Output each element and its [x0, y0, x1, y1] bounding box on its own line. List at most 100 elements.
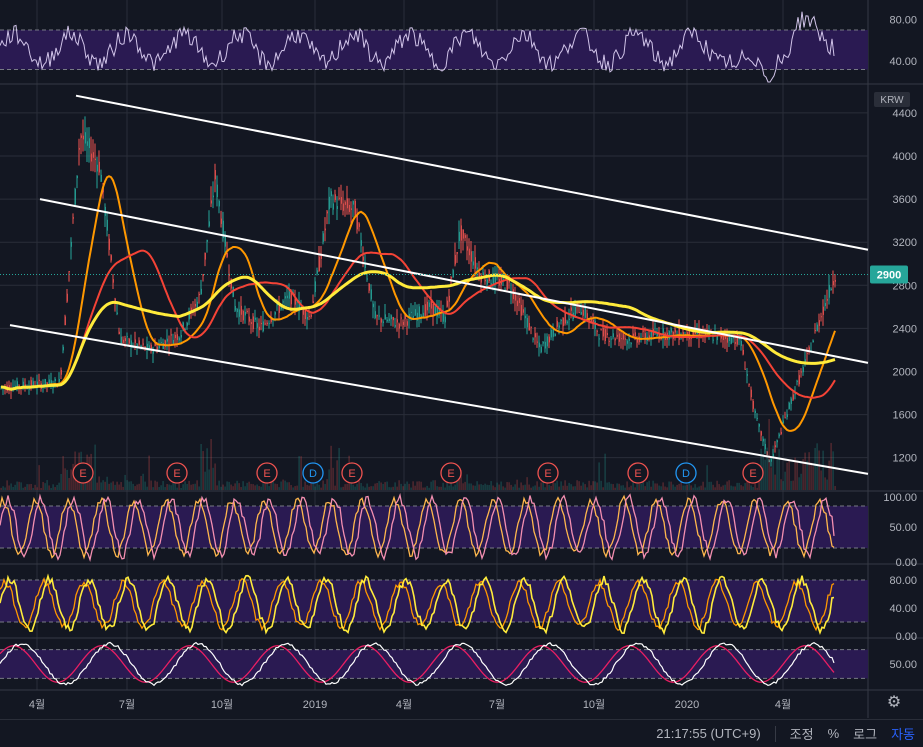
volume-bar	[262, 483, 264, 490]
volume-bar	[226, 481, 228, 490]
candle-body	[548, 336, 550, 343]
volume-bar	[778, 449, 780, 490]
candle-body	[360, 240, 362, 246]
candle-body	[674, 329, 676, 333]
log-scale-button[interactable]: 로그	[853, 727, 878, 742]
volume-bar	[256, 484, 258, 490]
oscillator-2-line	[0, 573, 835, 636]
volume-bar	[402, 486, 404, 490]
volume-bar	[210, 438, 212, 490]
candle-body	[200, 288, 202, 295]
volume-bar	[782, 481, 784, 490]
candle-body	[568, 318, 570, 320]
candle-body	[630, 343, 632, 345]
candle-body	[632, 333, 634, 337]
candle-body	[68, 271, 70, 273]
volume-bar	[768, 418, 770, 490]
candle-body	[32, 381, 34, 386]
volume-bar	[566, 485, 568, 490]
candle-body	[260, 322, 262, 325]
candle-body	[206, 239, 208, 242]
candle-body	[618, 333, 620, 342]
volume-bar	[304, 481, 306, 490]
volume-bar	[398, 480, 400, 490]
volume-bar	[560, 481, 562, 490]
volume-bar	[134, 486, 136, 490]
volume-bar	[116, 481, 118, 490]
volume-bar	[596, 482, 598, 490]
candle-body	[424, 304, 426, 316]
volume-bar	[786, 462, 788, 490]
volume-bar	[502, 486, 504, 490]
volume-bar	[358, 481, 360, 490]
volume-bar	[322, 480, 324, 490]
candle-body	[388, 318, 390, 321]
price-tick-label: 4400	[893, 108, 917, 120]
volume-bar	[556, 480, 558, 490]
volume-bar	[60, 473, 62, 490]
volume-bar	[574, 486, 576, 490]
candle-body	[240, 305, 242, 315]
oscillator-2-signal	[0, 577, 835, 632]
volume-bar	[520, 482, 522, 490]
volume-bar	[360, 482, 362, 490]
volume-bar	[24, 486, 26, 490]
candle-body	[94, 158, 96, 160]
volume-bar	[214, 463, 216, 490]
candle-body	[740, 341, 742, 346]
candle-body	[764, 443, 766, 450]
candle-body	[108, 238, 110, 250]
percent-button[interactable]: %	[827, 726, 840, 741]
volume-bar	[374, 483, 376, 490]
volume-bar	[748, 481, 750, 490]
volume-bar	[704, 487, 706, 490]
volume-bar	[676, 484, 678, 490]
settings-gear-icon[interactable]: ⚙	[886, 694, 902, 711]
volume-bar	[338, 447, 340, 490]
volume-bar	[524, 484, 526, 490]
candle-body	[494, 273, 496, 285]
volume-bar	[688, 480, 690, 490]
candle-body	[380, 318, 382, 323]
candle-body	[154, 343, 156, 346]
candle-body	[790, 398, 792, 404]
candle-body	[754, 410, 756, 414]
candle-body	[530, 326, 532, 328]
volume-bar	[696, 487, 698, 490]
candle-body	[194, 303, 196, 307]
candle-body	[354, 200, 356, 216]
candle-body	[116, 312, 118, 314]
candle-body	[62, 346, 64, 351]
candle-body	[422, 312, 424, 318]
candle-body	[112, 279, 114, 283]
volume-bar	[552, 481, 554, 490]
candle-body	[48, 379, 50, 384]
candle-body	[516, 300, 518, 307]
adjust-button[interactable]: 조정	[789, 727, 814, 742]
candle-body	[198, 293, 200, 296]
candle-body	[822, 306, 824, 315]
auto-scale-button[interactable]: 자동	[891, 727, 915, 742]
top-oscillator-band	[0, 30, 868, 70]
candle-body	[504, 289, 506, 291]
oscillator-1-line	[0, 492, 835, 562]
volume-bar	[124, 474, 126, 490]
candle-body	[660, 338, 662, 340]
volume-bar	[48, 485, 50, 490]
volume-bar	[200, 443, 202, 490]
volume-bar	[298, 456, 300, 490]
event-marker-E	[256, 462, 278, 484]
volume-bar	[406, 481, 408, 490]
volume-bar	[70, 469, 72, 490]
volume-bar	[832, 451, 834, 490]
volume-bar	[266, 482, 268, 490]
volume-bar	[182, 484, 184, 490]
candle-body	[628, 338, 630, 341]
volume-bar	[738, 482, 740, 490]
volume-bar	[222, 484, 224, 490]
volume-group	[0, 418, 836, 490]
volume-bar	[170, 485, 172, 490]
volume-bar	[42, 481, 44, 490]
